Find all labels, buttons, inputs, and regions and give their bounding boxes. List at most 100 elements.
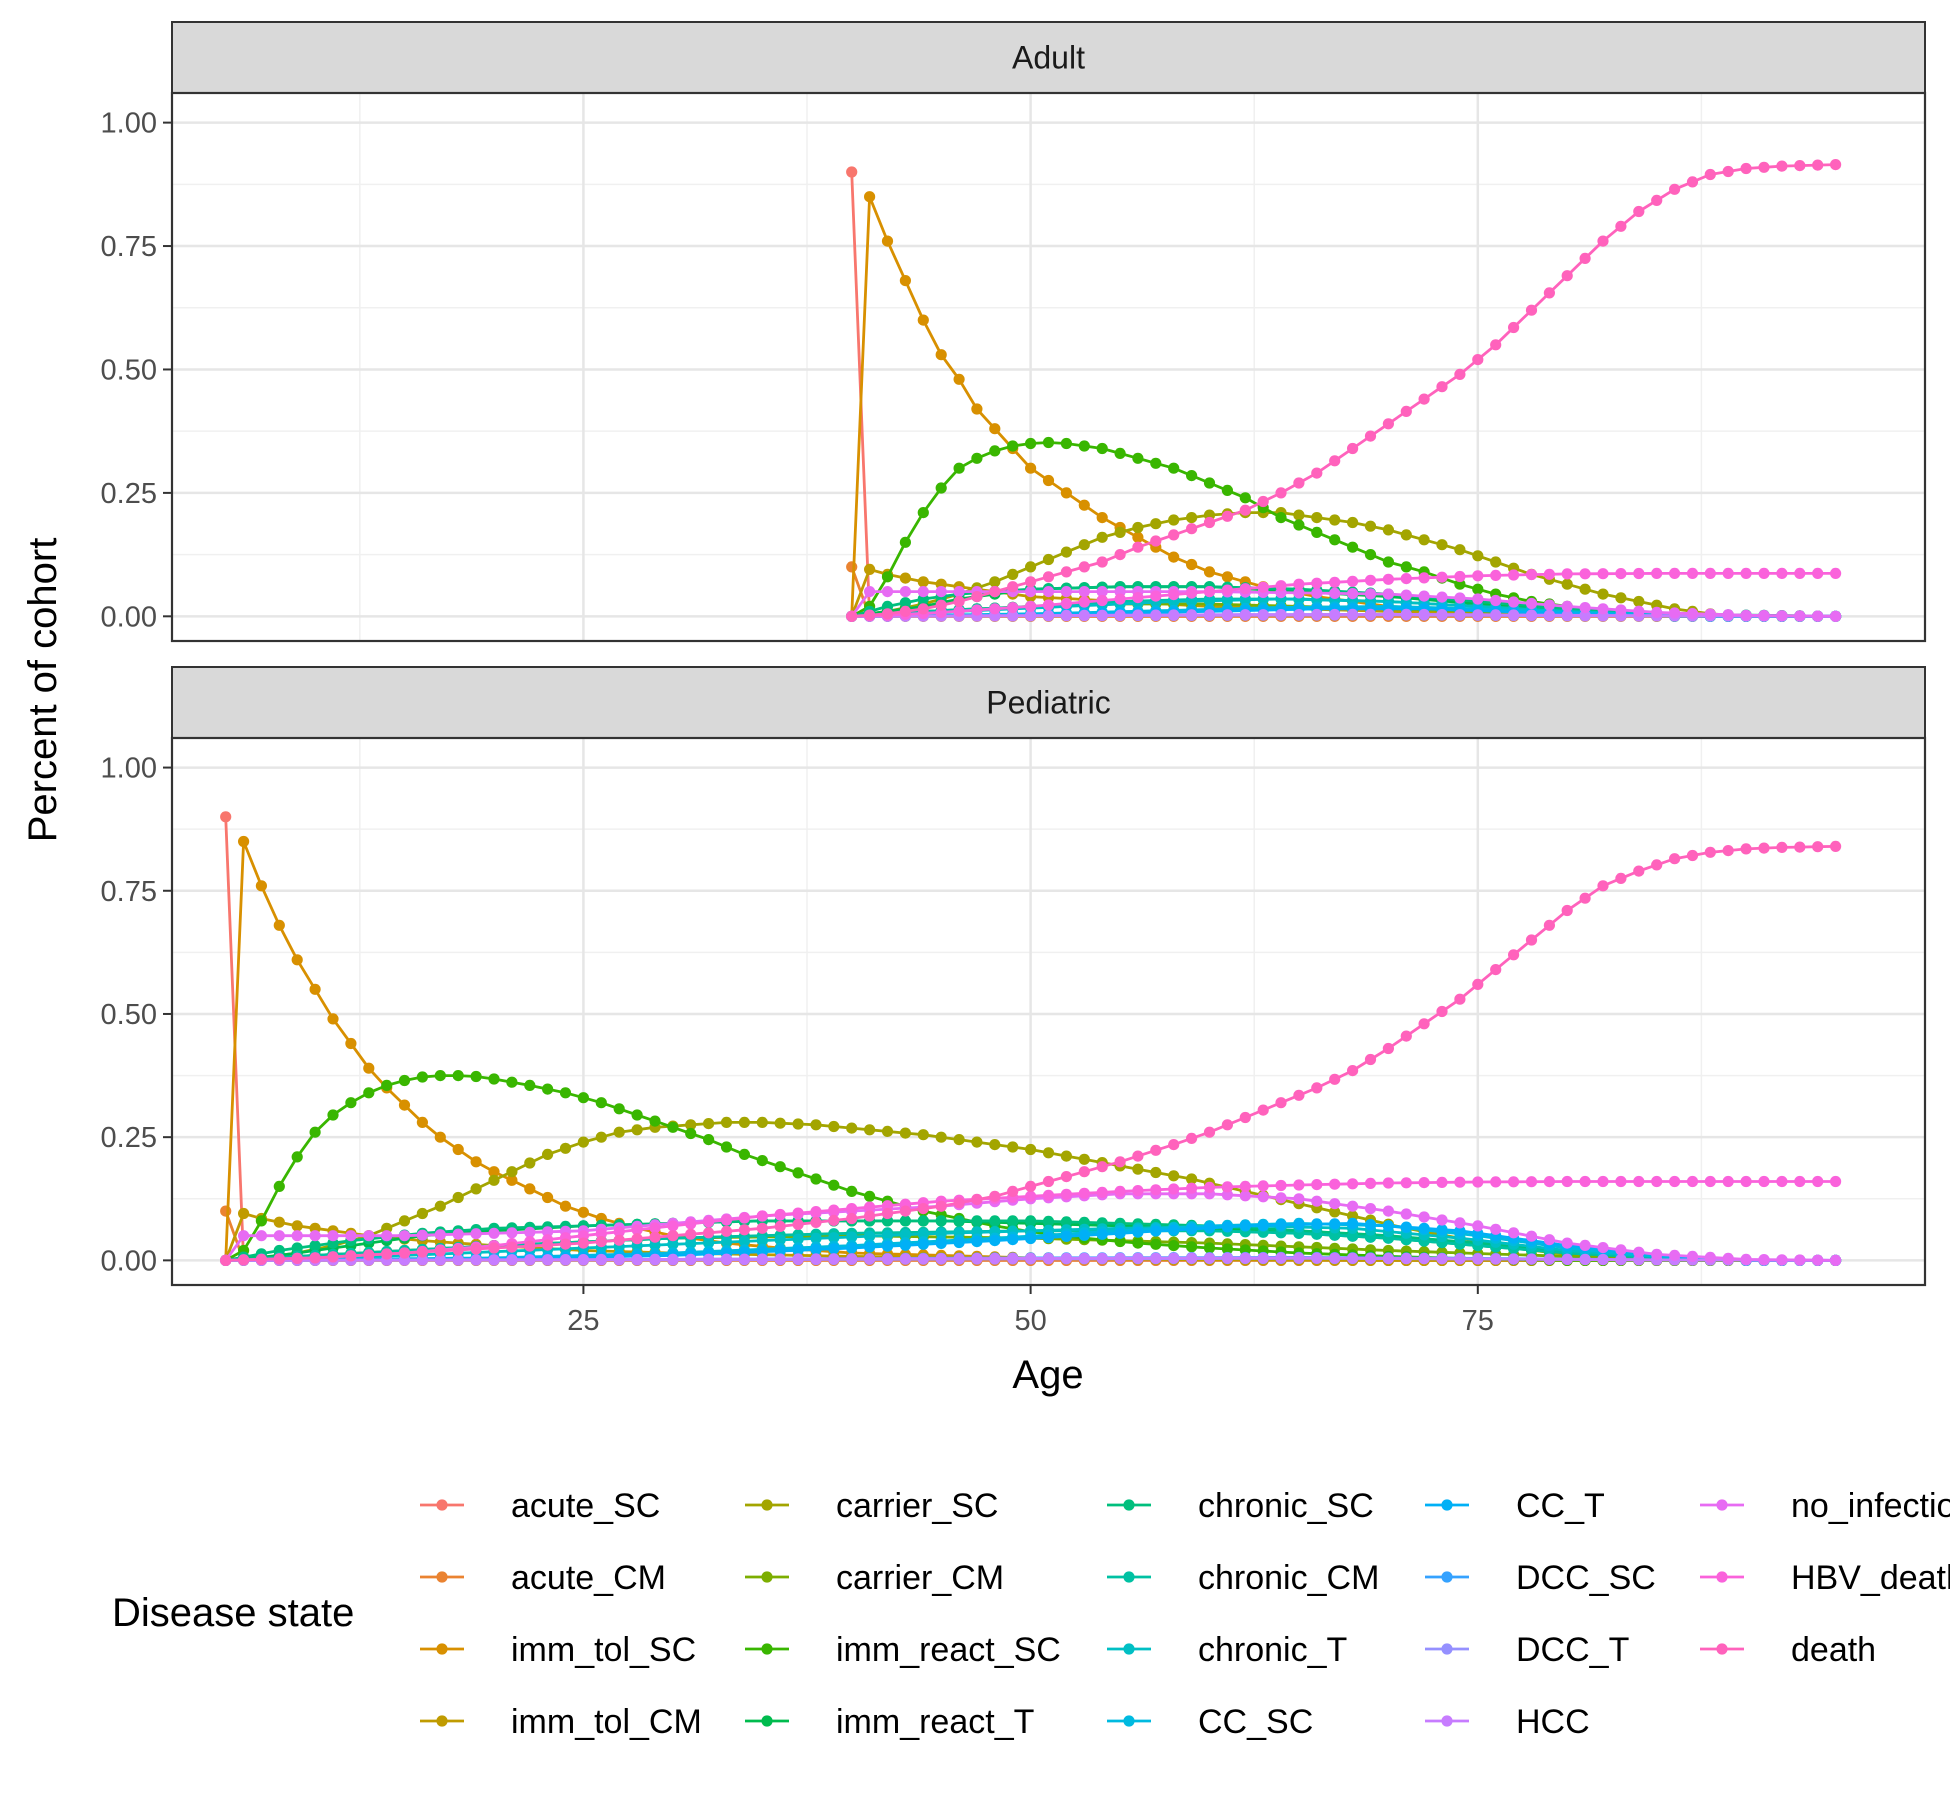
- data-point-HCC: [1257, 1252, 1269, 1264]
- data-point-chronic_SC: [899, 1215, 912, 1227]
- data-point-death: [864, 1210, 876, 1222]
- data-point-imm_react_SC: [255, 1215, 267, 1227]
- data-point-HBV_death: [1490, 1176, 1502, 1188]
- data-point-death: [1347, 442, 1359, 455]
- data-point-HCC: [1186, 1252, 1198, 1264]
- data-point-carrier_SC: [738, 1116, 751, 1128]
- data-point-carrier_SC: [1490, 556, 1502, 568]
- data-point-death: [989, 586, 1001, 598]
- data-point-imm_react_SC: [613, 1103, 625, 1115]
- panels-layer: Adult 0.00 0.25 0.50 0.75 1.00 Pediatric 0.00 0.…: [101, 21, 1927, 1337]
- y-tick-label: 0.75: [101, 231, 157, 263]
- legend-label: chronic_CM: [1198, 1559, 1379, 1597]
- data-point-HBV_death: [1203, 586, 1216, 598]
- data-point-HCC: [881, 1253, 894, 1265]
- data-point-no_infection: [1436, 591, 1448, 603]
- data-point-HBV_death: [1436, 1176, 1448, 1188]
- data-point-no_infection: [1651, 606, 1663, 619]
- data-point-HCC: [1168, 609, 1180, 621]
- data-point-carrier_SC: [631, 1124, 643, 1136]
- data-point-chronic_T: [649, 1239, 661, 1251]
- data-point-HCC: [1615, 1254, 1627, 1266]
- data-point-imm_react_SC: [1311, 526, 1323, 539]
- data-point-carrier_SC: [1579, 583, 1591, 595]
- data-point-chronic_T: [935, 1227, 947, 1239]
- legend-label: acute_CM: [511, 1559, 666, 1597]
- data-point-death: [1686, 849, 1699, 862]
- data-point-imm_tol_CM: [273, 1216, 285, 1228]
- data-point-death: [1275, 487, 1287, 499]
- legend-item-imm_tol_SC: imm_tol_SC: [420, 1631, 696, 1669]
- data-point-HCC: [1221, 609, 1233, 621]
- data-point-HBV_death: [1543, 568, 1555, 580]
- data-point-no_infection: [1704, 1251, 1716, 1263]
- data-point-carrier_SC: [613, 1126, 625, 1138]
- data-point-death: [1418, 393, 1430, 405]
- data-point-HBV_death: [756, 1210, 768, 1222]
- data-point-no_infection: [1490, 594, 1502, 607]
- data-point-imm_react_SC: [452, 1070, 464, 1082]
- data-point-HBV_death: [1382, 1177, 1394, 1189]
- data-point-CC_T: [1257, 1219, 1269, 1232]
- data-point-no_infection: [238, 1230, 250, 1242]
- data-point-death: [1025, 576, 1037, 588]
- data-point-imm_react_SC: [881, 571, 894, 583]
- data-point-death: [1722, 165, 1734, 178]
- data-point-HBV_death: [846, 1203, 858, 1215]
- data-point-no_infection: [1293, 1193, 1305, 1205]
- data-point-HCC: [1508, 609, 1520, 621]
- legend-label: imm_tol_CM: [511, 1703, 702, 1741]
- data-point-carrier_SC: [703, 1118, 715, 1130]
- data-point-imm_react_SC: [1132, 1237, 1144, 1249]
- data-point-no_infection: [327, 1230, 339, 1242]
- data-point-death: [1203, 1126, 1216, 1138]
- data-point-HCC: [1525, 1253, 1538, 1265]
- data-point-HCC: [989, 1252, 1001, 1265]
- data-point-CC_T: [1239, 1220, 1251, 1232]
- data-point-HCC: [1382, 608, 1394, 620]
- data-point-death: [792, 1218, 804, 1230]
- data-point-no_infection: [1615, 604, 1627, 616]
- data-point-HCC: [1364, 608, 1377, 621]
- data-point-carrier_SC: [1060, 546, 1072, 558]
- data-point-carrier_SC: [1561, 578, 1573, 590]
- data-point-chronic_T: [667, 1238, 679, 1250]
- data-point-imm_tol_SC: [989, 423, 1001, 435]
- data-point-HBV_death: [1740, 567, 1752, 580]
- data-point-chronic_T: [685, 1238, 697, 1250]
- data-point-HBV_death: [1293, 578, 1305, 590]
- data-point-HCC: [1329, 1252, 1341, 1264]
- data-point-death: [1669, 183, 1681, 195]
- data-point-death: [881, 608, 894, 620]
- data-point-imm_react_SC: [434, 1070, 446, 1082]
- data-point-no_infection: [1740, 609, 1752, 621]
- data-point-HCC: [1543, 1253, 1555, 1265]
- legend-label: HCC: [1516, 1703, 1590, 1741]
- data-point-no_infection: [1758, 1254, 1770, 1266]
- data-point-chronic_SC: [971, 1215, 983, 1227]
- data-point-imm_tol_SC: [542, 1191, 554, 1204]
- facet-strip: [171, 666, 1926, 739]
- data-point-HCC: [1418, 608, 1430, 621]
- data-point-CC_T: [1418, 1222, 1430, 1234]
- data-point-imm_react_SC: [291, 1151, 303, 1163]
- data-point-HCC: [667, 1253, 679, 1265]
- data-point-HBV_death: [667, 1220, 679, 1232]
- data-point-death: [631, 1233, 643, 1245]
- data-point-chronic_T: [846, 1231, 858, 1243]
- data-point-HBV_death: [1400, 573, 1412, 585]
- data-point-imm_react_SC: [1114, 1235, 1126, 1248]
- data-point-CC_T: [1132, 1226, 1144, 1238]
- legend-item-CC_T: CC_T: [1425, 1487, 1605, 1525]
- data-point-no_infection: [1311, 587, 1323, 599]
- data-point-HBV_death: [1615, 1175, 1627, 1188]
- data-point-HCC: [1025, 1252, 1037, 1264]
- x-tick-label: 75: [1462, 1305, 1494, 1337]
- data-point-HCC: [434, 1254, 446, 1266]
- data-point-HCC: [1400, 608, 1412, 621]
- legend: Disease state acute_SC acute_CM imm_tol_SC…: [112, 1487, 1950, 1741]
- legend-item-acute_CM: acute_CM: [420, 1559, 666, 1597]
- data-point-CC_T: [1025, 1232, 1037, 1245]
- data-point-HBV_death: [1168, 1183, 1180, 1195]
- data-point-death: [1436, 1005, 1448, 1018]
